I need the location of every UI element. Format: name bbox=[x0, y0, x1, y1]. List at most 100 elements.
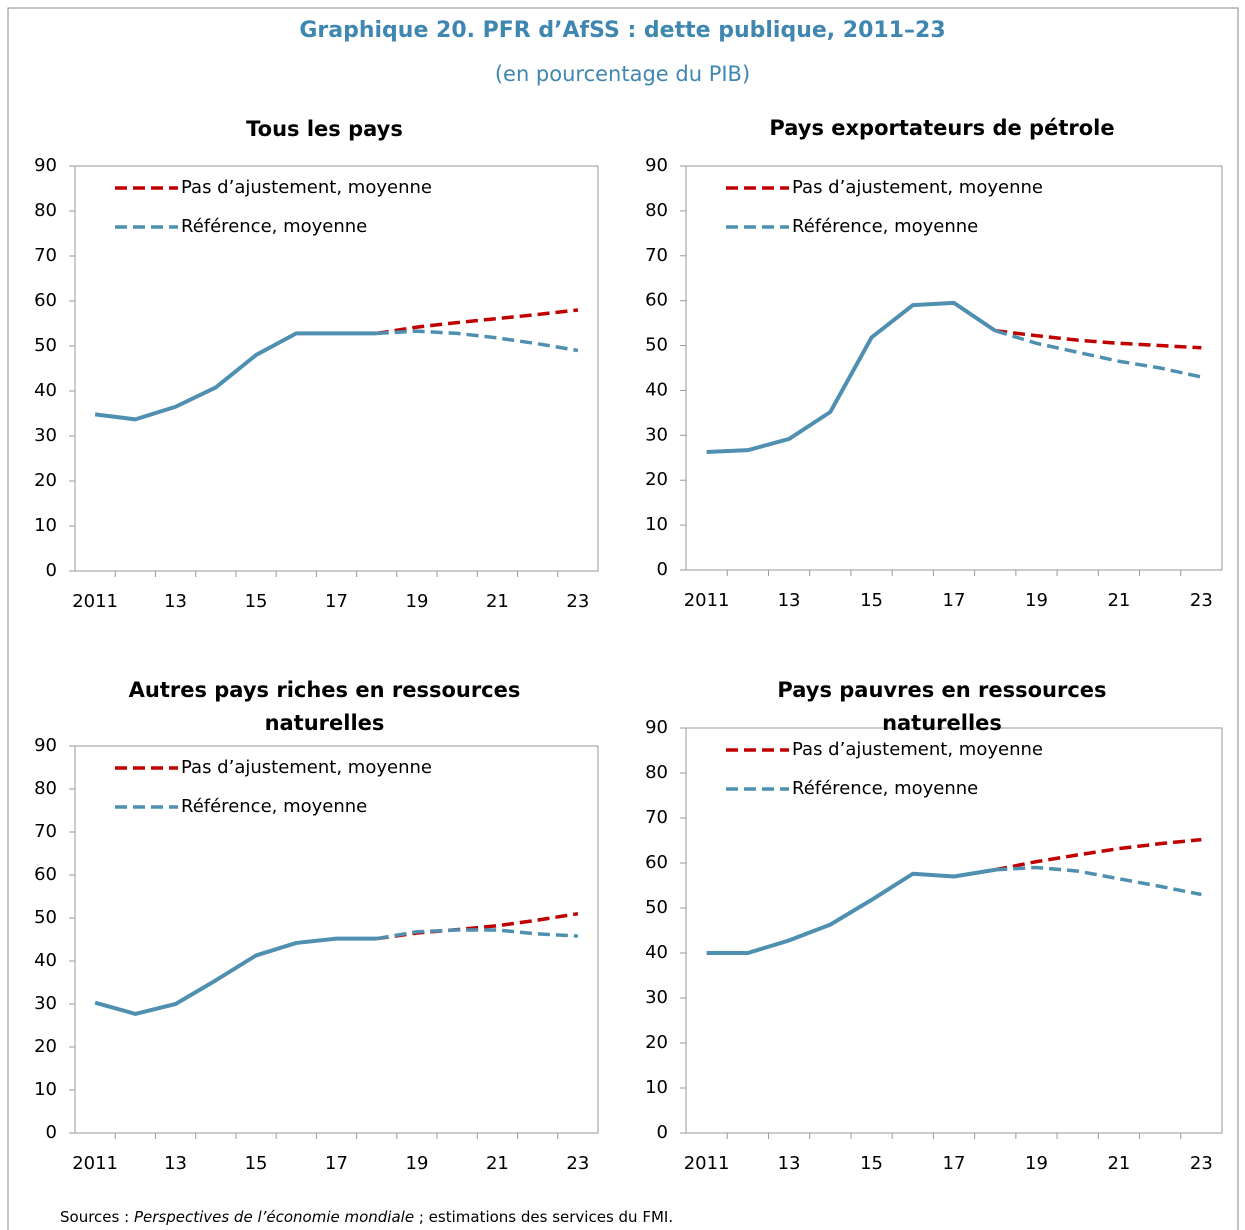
x-tick-label: 23 bbox=[566, 591, 589, 612]
line-dashed bbox=[376, 329, 579, 353]
y-tick-label: 30 bbox=[34, 425, 57, 446]
x-tick-label: 19 bbox=[406, 1153, 429, 1174]
source-suffix: ; estimations des services du FMI. bbox=[414, 1208, 674, 1226]
x-tick-label: 17 bbox=[325, 1153, 348, 1174]
x-tick-label: 15 bbox=[860, 1153, 883, 1174]
x-tick-label: 2011 bbox=[72, 1153, 118, 1174]
x-tick-label: 21 bbox=[1107, 1153, 1130, 1174]
legend-label: Pas d’ajustement, moyenne bbox=[181, 177, 432, 198]
y-tick-label: 20 bbox=[34, 470, 57, 491]
y-tick-label: 10 bbox=[34, 515, 57, 536]
x-tick-label: 23 bbox=[566, 1153, 589, 1174]
x-tick-label: 13 bbox=[778, 1153, 801, 1174]
legend-label: Pas d’ajustement, moyenne bbox=[792, 177, 1043, 198]
x-tick-label: 19 bbox=[406, 591, 429, 612]
y-tick-label: 60 bbox=[34, 864, 57, 885]
y-tick-label: 50 bbox=[645, 335, 668, 356]
line-dashed bbox=[376, 308, 579, 336]
legend-label: Référence, moyenne bbox=[181, 216, 367, 237]
y-tick-label: 80 bbox=[645, 762, 668, 783]
y-tick-label: 30 bbox=[645, 987, 668, 1008]
y-tick-label: 50 bbox=[34, 907, 57, 928]
x-tick-label: 13 bbox=[164, 591, 187, 612]
y-tick-label: 20 bbox=[645, 469, 668, 490]
legend-label: Référence, moyenne bbox=[792, 778, 978, 799]
y-tick-label: 70 bbox=[34, 245, 57, 266]
frame bbox=[7, 7, 1239, 1230]
line-solid bbox=[94, 331, 377, 422]
plot-area bbox=[685, 727, 1223, 1134]
y-tick-label: 0 bbox=[46, 1122, 57, 1143]
y-tick-label: 60 bbox=[645, 290, 668, 311]
line-dashed bbox=[376, 928, 578, 941]
line-solid bbox=[94, 936, 377, 1016]
source-note: Sources : Perspectives de l’économie mon… bbox=[60, 1208, 673, 1226]
y-tick-label: 80 bbox=[645, 200, 668, 221]
y-tick-label: 40 bbox=[34, 950, 57, 971]
y-tick-label: 40 bbox=[645, 379, 668, 400]
legend-label: Référence, moyenne bbox=[181, 796, 367, 817]
y-tick-label: 90 bbox=[645, 155, 668, 176]
x-tick-label: 23 bbox=[1190, 1153, 1213, 1174]
y-tick-label: 50 bbox=[34, 335, 57, 356]
line-dashed bbox=[995, 329, 1202, 350]
line-dashed bbox=[376, 911, 579, 941]
x-tick-label: 17 bbox=[943, 1153, 966, 1174]
y-tick-label: 90 bbox=[34, 735, 57, 756]
legend-label: Pas d’ajustement, moyenne bbox=[792, 739, 1043, 760]
panel-title: Pays pauvres en ressources naturelles bbox=[777, 678, 1107, 735]
y-tick-label: 60 bbox=[645, 852, 668, 873]
source-prefix: Sources : bbox=[60, 1208, 134, 1226]
plot-area bbox=[685, 165, 1223, 571]
source-italic: Perspectives de l’économie mondiale bbox=[133, 1208, 415, 1226]
y-tick-label: 70 bbox=[34, 821, 57, 842]
panel-title: Tous les pays bbox=[246, 117, 403, 141]
x-tick-label: 2011 bbox=[72, 591, 118, 612]
plot-area bbox=[74, 745, 599, 1134]
y-tick-label: 0 bbox=[46, 560, 57, 581]
y-tick-label: 90 bbox=[645, 717, 668, 738]
x-tick-label: 21 bbox=[486, 1153, 509, 1174]
y-tick-label: 50 bbox=[645, 897, 668, 918]
x-tick-label: 2011 bbox=[684, 1153, 730, 1174]
y-tick-label: 70 bbox=[645, 245, 668, 266]
x-tick-label: 21 bbox=[486, 591, 509, 612]
x-tick-label: 17 bbox=[943, 590, 966, 611]
x-tick-label: 13 bbox=[164, 1153, 187, 1174]
y-tick-label: 0 bbox=[657, 1122, 668, 1143]
y-tick-label: 30 bbox=[34, 993, 57, 1014]
line-dashed bbox=[994, 329, 1202, 379]
y-tick-label: 90 bbox=[34, 155, 57, 176]
y-tick-label: 80 bbox=[34, 200, 57, 221]
y-tick-label: 10 bbox=[645, 514, 668, 535]
x-tick-label: 19 bbox=[1025, 1153, 1048, 1174]
line-dashed bbox=[995, 865, 1202, 897]
x-tick-label: 21 bbox=[1107, 590, 1130, 611]
y-tick-label: 40 bbox=[645, 942, 668, 963]
x-tick-label: 17 bbox=[325, 591, 348, 612]
y-tick-label: 20 bbox=[645, 1032, 668, 1053]
x-tick-label: 23 bbox=[1190, 590, 1213, 611]
y-tick-label: 0 bbox=[657, 559, 668, 580]
y-tick-label: 10 bbox=[34, 1079, 57, 1100]
line-solid bbox=[706, 867, 996, 955]
x-tick-label: 15 bbox=[245, 591, 268, 612]
y-tick-label: 80 bbox=[34, 778, 57, 799]
y-tick-label: 10 bbox=[645, 1077, 668, 1098]
line-dashed bbox=[994, 837, 1202, 872]
x-tick-label: 15 bbox=[860, 590, 883, 611]
x-tick-label: 19 bbox=[1025, 590, 1048, 611]
x-tick-label: 13 bbox=[778, 590, 801, 611]
plot-area bbox=[74, 165, 599, 572]
y-tick-label: 70 bbox=[645, 807, 668, 828]
y-tick-label: 40 bbox=[34, 380, 57, 401]
y-tick-label: 60 bbox=[34, 290, 57, 311]
legend-label: Pas d’ajustement, moyenne bbox=[181, 757, 432, 778]
y-tick-label: 30 bbox=[645, 424, 668, 445]
x-tick-label: 2011 bbox=[684, 590, 730, 611]
panel-title: Pays exportateurs de pétrole bbox=[769, 116, 1115, 140]
legend-label: Référence, moyenne bbox=[792, 216, 978, 237]
y-tick-label: 20 bbox=[34, 1036, 57, 1057]
